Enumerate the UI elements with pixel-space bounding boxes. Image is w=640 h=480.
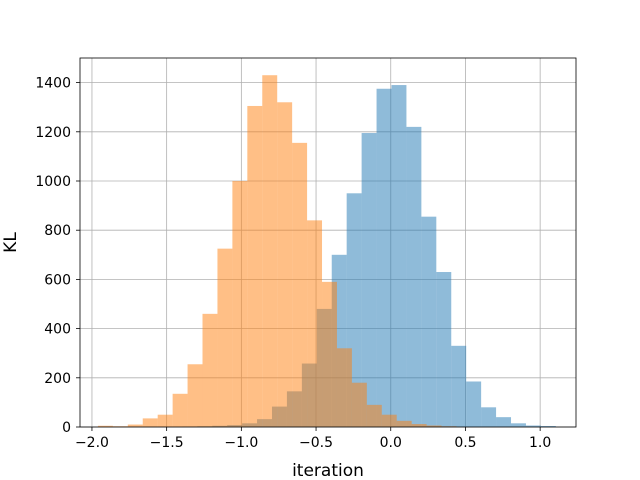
histogram-bar xyxy=(336,348,352,427)
histogram-bar xyxy=(172,393,188,427)
x-axis-title: iteration xyxy=(292,461,364,480)
y-tick-label: 1000 xyxy=(35,174,71,190)
histogram-bar xyxy=(391,85,407,427)
histogram-bar xyxy=(540,426,556,427)
histogram-bar xyxy=(361,133,377,427)
histogram-bar xyxy=(307,220,323,427)
y-axis-title: KL xyxy=(1,232,21,253)
histogram-bar xyxy=(322,281,337,427)
histogram-bar xyxy=(157,414,173,427)
histogram-bar xyxy=(217,248,233,427)
histogram-bar xyxy=(426,425,442,427)
x-tick-label: −1.5 xyxy=(150,435,184,451)
histogram-bar xyxy=(381,414,397,427)
histogram-bar xyxy=(277,102,293,427)
histogram-bar xyxy=(376,88,392,427)
histogram-bar xyxy=(396,420,412,427)
x-tick-label: 0.0 xyxy=(380,435,402,451)
histogram-bar xyxy=(142,418,158,427)
histogram-bar xyxy=(481,407,497,427)
histogram-bar xyxy=(411,424,427,427)
x-tick-label: 1.0 xyxy=(529,435,551,451)
histogram-bar xyxy=(247,105,263,427)
histogram-bar xyxy=(525,425,541,427)
histogram-bar xyxy=(97,425,113,427)
histogram-bar xyxy=(262,75,278,427)
histogram-bar xyxy=(202,313,218,427)
x-tick-label: −1.0 xyxy=(224,435,258,451)
x-tick-label: 0.5 xyxy=(454,435,476,451)
series-2-bars xyxy=(97,75,457,427)
histogram-bar xyxy=(451,345,467,427)
x-tick-label: −0.5 xyxy=(299,435,333,451)
x-tick-label: −2.0 xyxy=(75,435,109,451)
histogram-bar xyxy=(511,423,526,427)
histogram-bar xyxy=(496,417,512,427)
histogram-bars xyxy=(97,75,556,427)
histogram-bar xyxy=(466,381,482,427)
histogram-bar xyxy=(351,382,367,427)
histogram-bar xyxy=(187,364,203,427)
y-tick-label: 800 xyxy=(44,223,71,239)
y-tick-label: 1400 xyxy=(35,76,71,92)
y-tick-label: 400 xyxy=(44,322,71,338)
y-tick-label: 200 xyxy=(44,371,71,387)
axis-ticks: −2.0 −1.5 −1.0 −0.5 0.0 0.5 1.0 0 200 400 600 800 10… xyxy=(35,76,551,451)
histogram-bar xyxy=(232,181,248,427)
y-tick-label: 1200 xyxy=(35,125,71,141)
histogram-bar xyxy=(127,424,143,427)
y-tick-label: 600 xyxy=(44,272,71,288)
histogram-bar xyxy=(406,126,422,427)
plot-frame xyxy=(79,57,577,428)
histogram-bar xyxy=(436,272,452,427)
y-tick-label: 0 xyxy=(62,420,71,436)
histogram-bar xyxy=(421,216,437,427)
histogram-bar xyxy=(292,142,308,427)
histogram-bar xyxy=(366,404,382,427)
